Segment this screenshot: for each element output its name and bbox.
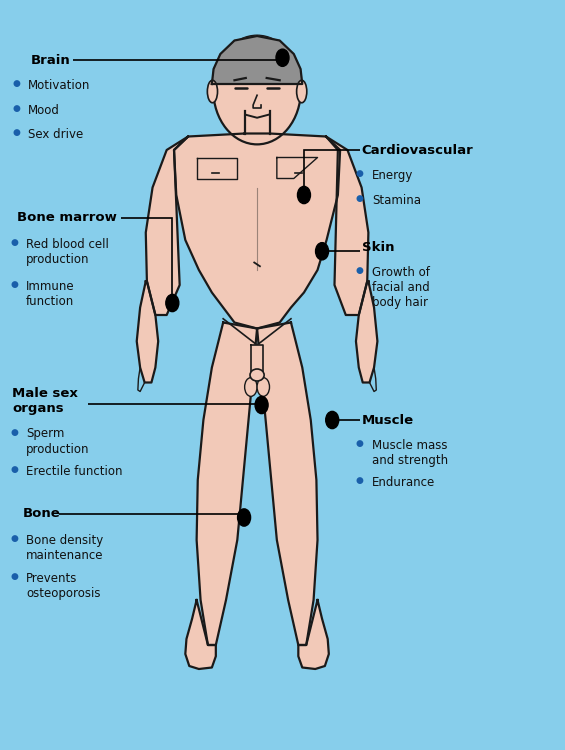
Text: Motivation: Motivation (28, 79, 90, 92)
Polygon shape (146, 136, 188, 315)
Polygon shape (251, 345, 263, 375)
Text: Sperm
production: Sperm production (26, 427, 89, 455)
Text: Male sex
organs: Male sex organs (12, 387, 79, 416)
Text: Muscle: Muscle (362, 413, 414, 427)
Text: ●: ● (356, 169, 364, 178)
Text: Immune
function: Immune function (26, 280, 75, 308)
Text: ●: ● (10, 280, 18, 289)
Text: ●: ● (356, 476, 364, 485)
Text: Erectile function: Erectile function (26, 465, 123, 478)
Text: Bone density
maintenance: Bone density maintenance (26, 534, 103, 562)
Circle shape (255, 396, 268, 414)
Circle shape (276, 50, 289, 67)
Polygon shape (257, 322, 318, 645)
Text: Growth of
facial and
body hair: Growth of facial and body hair (372, 266, 429, 309)
Circle shape (166, 295, 179, 312)
Text: Prevents
osteoporosis: Prevents osteoporosis (26, 572, 101, 599)
Text: ●: ● (10, 572, 18, 580)
Text: Bone: Bone (23, 507, 60, 520)
Text: ●: ● (10, 534, 18, 543)
Text: ●: ● (356, 266, 364, 275)
Text: Sex drive: Sex drive (28, 128, 84, 141)
Text: Energy: Energy (372, 169, 413, 182)
Circle shape (325, 411, 338, 429)
Polygon shape (137, 281, 158, 382)
Text: ●: ● (10, 427, 18, 436)
Circle shape (298, 187, 311, 204)
Text: ●: ● (356, 439, 364, 448)
Text: ●: ● (356, 194, 364, 202)
Circle shape (237, 509, 250, 526)
Text: Red blood cell
production: Red blood cell production (26, 238, 109, 266)
Ellipse shape (250, 369, 264, 381)
Text: Skin: Skin (362, 241, 394, 254)
Text: ●: ● (12, 128, 20, 137)
Text: Bone marrow: Bone marrow (17, 211, 117, 224)
Text: ●: ● (10, 238, 18, 248)
Text: Muscle mass
and strength: Muscle mass and strength (372, 439, 448, 466)
Text: ●: ● (12, 79, 20, 88)
Text: Brain: Brain (31, 53, 71, 67)
Ellipse shape (257, 378, 270, 396)
Text: Cardiovascular: Cardiovascular (362, 143, 473, 157)
Ellipse shape (214, 35, 301, 144)
Ellipse shape (245, 378, 257, 396)
Text: Endurance: Endurance (372, 476, 435, 489)
Ellipse shape (297, 80, 307, 103)
Text: ●: ● (10, 465, 18, 474)
Polygon shape (298, 600, 329, 669)
Ellipse shape (207, 80, 218, 103)
Text: Stamina: Stamina (372, 194, 421, 206)
Circle shape (315, 243, 328, 260)
Polygon shape (174, 134, 340, 328)
Polygon shape (245, 111, 270, 134)
Polygon shape (212, 36, 302, 84)
Polygon shape (356, 281, 377, 382)
Polygon shape (326, 136, 368, 315)
Text: Mood: Mood (28, 104, 60, 116)
Polygon shape (185, 600, 216, 669)
Polygon shape (197, 322, 257, 645)
Text: ●: ● (12, 104, 20, 112)
